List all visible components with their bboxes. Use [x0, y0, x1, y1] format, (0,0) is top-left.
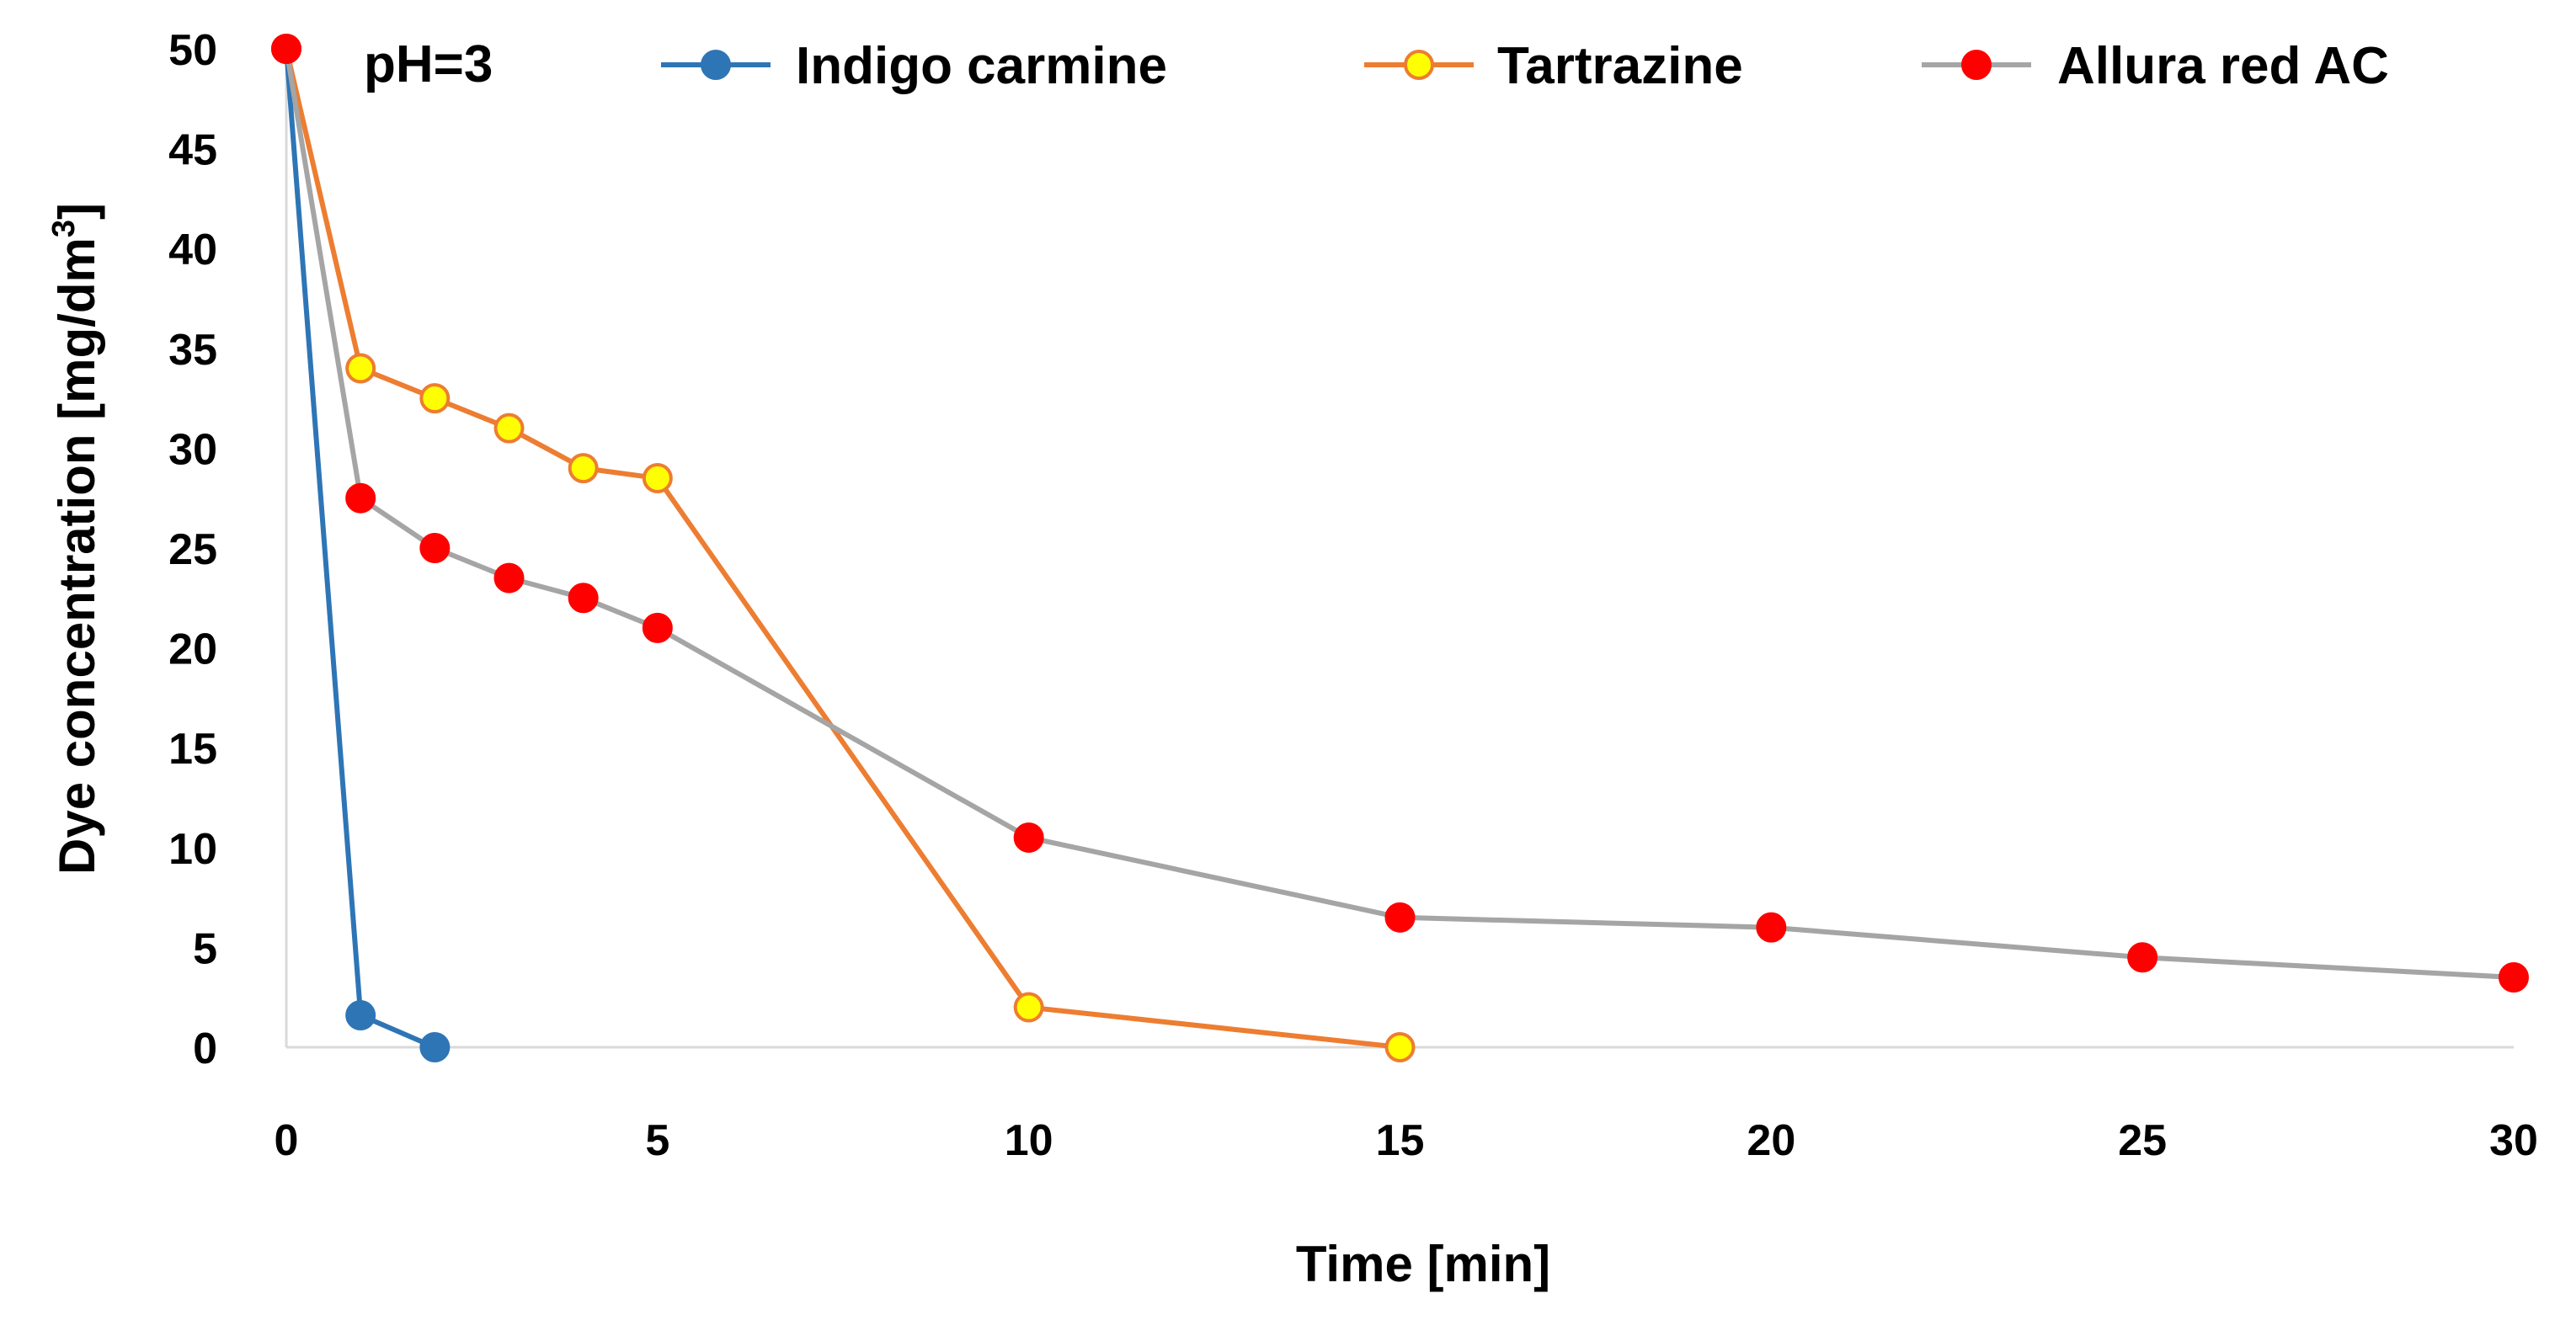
data-point [271, 34, 301, 64]
legend-label: Indigo carmine [796, 37, 1167, 95]
data-point [419, 533, 451, 563]
series-lines [284, 48, 2515, 1050]
legend-swatch-marker [701, 50, 731, 80]
y-tick-label: 20 [168, 625, 217, 674]
data-point [568, 583, 599, 614]
data-point [345, 1000, 376, 1031]
y-tick-label: 15 [168, 725, 217, 774]
data-point [1013, 822, 1044, 853]
data-point [642, 462, 673, 493]
y-tick-label: 30 [168, 425, 217, 474]
x-axis-title: Time [min] [1296, 1236, 1550, 1292]
x-tick-label: 20 [1747, 1116, 1795, 1165]
legend: Indigo carmine Tartrazine Allura red AC [661, 37, 2389, 95]
y-tick-label: 45 [168, 126, 217, 175]
legend-label: Allura red AC [2057, 37, 2389, 95]
series-markers [271, 34, 2529, 1062]
data-point [419, 383, 451, 414]
data-point [419, 1032, 451, 1062]
y-axis-title-main: Dye concentration [mg/dm [49, 237, 105, 875]
data-point [2127, 942, 2158, 973]
x-tick-label: 15 [1376, 1116, 1425, 1165]
data-point [1384, 902, 1416, 933]
x-tick-label: 30 [2489, 1116, 2538, 1165]
data-point [1384, 1032, 1416, 1062]
y-axis-title: Dye concentration [mg/dm3] [46, 203, 105, 875]
legend-label: Tartrazine [1497, 37, 1743, 95]
y-tick-label: 0 [193, 1025, 217, 1073]
y-tick-label: 50 [168, 26, 217, 75]
y-tick-label: 5 [193, 924, 217, 973]
ph-annotation: pH=3 [364, 35, 493, 93]
x-tick-label: 5 [645, 1116, 669, 1165]
data-point [493, 562, 525, 593]
y-axis-title-suffix: ] [49, 203, 105, 220]
series-line-2 [284, 48, 2515, 980]
legend-swatch-marker [1961, 50, 1992, 80]
y-tick-label: 35 [168, 326, 217, 375]
x-tick-label: 25 [2118, 1116, 2167, 1165]
x-tick-label: 0 [275, 1116, 299, 1165]
y-tick-label: 40 [168, 226, 217, 274]
axes: 0 5 10 15 20 25 30 35 40 45 50 0 5 10 15 20 25 30 [168, 26, 2538, 1165]
data-point [1013, 992, 1044, 1023]
data-point [642, 612, 673, 643]
y-tick-label: 10 [168, 825, 217, 874]
data-point [568, 453, 599, 484]
data-point [345, 353, 376, 384]
data-point [345, 482, 376, 514]
x-tick-label: 10 [1005, 1116, 1053, 1165]
y-axis-title-sup: 3 [46, 220, 82, 237]
data-point [493, 412, 525, 444]
y-tick-label: 25 [168, 525, 217, 574]
legend-swatch-marker [1404, 50, 1434, 80]
data-point [1756, 912, 1787, 943]
series-line-1 [284, 48, 1400, 1050]
data-point [2499, 961, 2529, 993]
